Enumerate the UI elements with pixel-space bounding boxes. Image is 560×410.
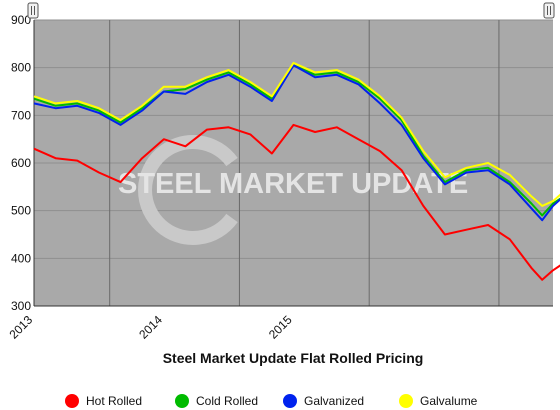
legend-label: Galvanized [304,394,364,408]
range-handle-right[interactable] [543,2,555,19]
chart-title: Steel Market Update Flat Rolled Pricing [163,350,424,366]
series-line-galvanized [33,64,560,222]
y-tick-label: 300 [11,299,31,313]
x-tick-label: 2014 [136,313,165,342]
legend: Hot Rolled Cold Rolled Galvanized Galvalume [65,394,478,408]
series-lines [33,61,560,281]
y-tick-labels: 300 400 500 600 700 800 900 [11,13,31,313]
x-tick-label: 2013 [6,313,35,342]
y-tick-label: 800 [11,61,31,75]
legend-item-hot-rolled[interactable]: Hot Rolled [65,394,142,408]
x-tick-label: 2015 [266,313,295,342]
legend-item-galvalume[interactable]: Galvalume [399,394,478,408]
legend-marker-icon [399,394,413,408]
x-tick-labels: 2013 2014 2015 [6,313,295,342]
range-handle-left[interactable] [27,2,39,19]
series-line-galvalume [33,61,560,207]
y-tick-label: 500 [11,204,31,218]
gridlines [34,19,553,307]
legend-marker-icon [283,394,297,408]
series-line-cold-rolled [33,64,560,217]
y-tick-label: 400 [11,251,31,265]
legend-marker-icon [65,394,79,408]
legend-label: Hot Rolled [86,394,142,408]
legend-marker-icon [175,394,189,408]
series-line-hot-rolled [33,123,560,281]
legend-label: Cold Rolled [196,394,258,408]
legend-item-galvanized[interactable]: Galvanized [283,394,364,408]
y-tick-label: 700 [11,108,31,122]
legend-item-cold-rolled[interactable]: Cold Rolled [175,394,258,408]
y-tick-label: 600 [11,156,31,170]
legend-label: Galvalume [420,394,478,408]
watermark-swoosh-icon [138,135,238,245]
y-tick-label: 900 [11,13,31,27]
